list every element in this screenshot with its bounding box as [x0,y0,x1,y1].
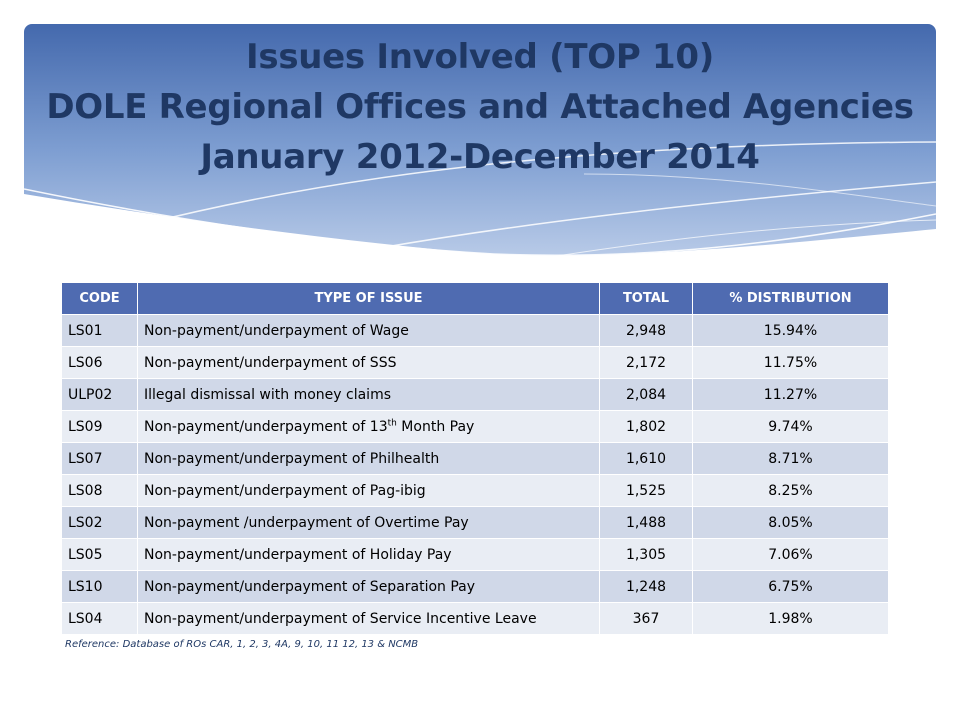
cell-code: LS08 [61,474,138,507]
cell-code: LS01 [61,314,138,347]
cell-type: Non-payment/underpayment of SSS [137,346,600,379]
cell-type: Illegal dismissal with money claims [137,378,600,411]
title-line-1: Issues Involved (TOP 10) [246,37,714,77]
cell-total: 2,172 [599,346,693,379]
cell-total: 1,802 [599,410,693,443]
cell-distribution: 11.27% [692,378,889,411]
cell-total: 2,084 [599,378,693,411]
cell-distribution: 6.75% [692,570,889,603]
cell-total: 1,488 [599,506,693,539]
cell-total: 1,610 [599,442,693,475]
cell-total: 2,948 [599,314,693,347]
title-line-2: DOLE Regional Offices and Attached Agenc… [46,87,914,127]
issues-table: CODE TYPE OF ISSUE TOTAL % DISTRIBUTION … [61,282,889,635]
cell-distribution: 1.98% [692,602,889,635]
header-distribution: % DISTRIBUTION [692,282,889,315]
cell-total: 367 [599,602,693,635]
table-row: LS01 Non-payment/underpayment of Wage 2,… [61,314,889,347]
title-line-3: January 2012-December 2014 [200,137,760,177]
table-row: LS07 Non-payment/underpayment of Philhea… [61,442,889,475]
table-row: LS08 Non-payment/underpayment of Pag-ibi… [61,474,889,507]
table-row: LS02 Non-payment /underpayment of Overti… [61,506,889,539]
cell-type: Non-payment/underpayment of Wage [137,314,600,347]
cell-type: Non-payment/underpayment of Service Ince… [137,602,600,635]
cell-distribution: 11.75% [692,346,889,379]
cell-type: Non-payment/underpayment of 13th Month P… [137,410,600,443]
cell-code: LS02 [61,506,138,539]
header-type: TYPE OF ISSUE [137,282,600,315]
ordinal-suffix: th [387,417,397,428]
cell-code: LS04 [61,602,138,635]
reference-note: Reference: Database of ROs CAR, 1, 2, 3,… [65,639,419,650]
cell-code: LS05 [61,538,138,571]
table-row: LS10 Non-payment/underpayment of Separat… [61,570,889,603]
cell-code: LS09 [61,410,138,443]
cell-distribution: 8.25% [692,474,889,507]
slide-title: Issues Involved (TOP 10) DOLE Regional O… [24,32,936,182]
header-total: TOTAL [599,282,693,315]
cell-type-text-end: Month Pay [396,418,475,435]
cell-type: Non-payment/underpayment of Separation P… [137,570,600,603]
cell-code: ULP02 [61,378,138,411]
cell-total: 1,525 [599,474,693,507]
cell-type: Non-payment/underpayment of Pag-ibig [137,474,600,507]
cell-type: Non-payment/underpayment of Holiday Pay [137,538,600,571]
cell-type: Non-payment /underpayment of Overtime Pa… [137,506,600,539]
cell-code: LS07 [61,442,138,475]
cell-code: LS06 [61,346,138,379]
cell-code: LS10 [61,570,138,603]
table-row: LS04 Non-payment/underpayment of Service… [61,602,889,635]
cell-distribution: 8.71% [692,442,889,475]
table-row: LS05 Non-payment/underpayment of Holiday… [61,538,889,571]
table-header-row: CODE TYPE OF ISSUE TOTAL % DISTRIBUTION [61,282,889,315]
title-banner [24,24,936,258]
cell-total: 1,305 [599,538,693,571]
table-row: LS06 Non-payment/underpayment of SSS 2,1… [61,346,889,379]
table-row: LS09 Non-payment/underpayment of 13th Mo… [61,410,889,443]
wave-decoration [24,24,936,258]
cell-type-text: Non-payment/underpayment of 13 [144,418,388,435]
cell-total: 1,248 [599,570,693,603]
cell-distribution: 7.06% [692,538,889,571]
cell-distribution: 9.74% [692,410,889,443]
header-code: CODE [61,282,138,315]
table-row: ULP02 Illegal dismissal with money claim… [61,378,889,411]
cell-distribution: 15.94% [692,314,889,347]
cell-type: Non-payment/underpayment of Philhealth [137,442,600,475]
cell-distribution: 8.05% [692,506,889,539]
